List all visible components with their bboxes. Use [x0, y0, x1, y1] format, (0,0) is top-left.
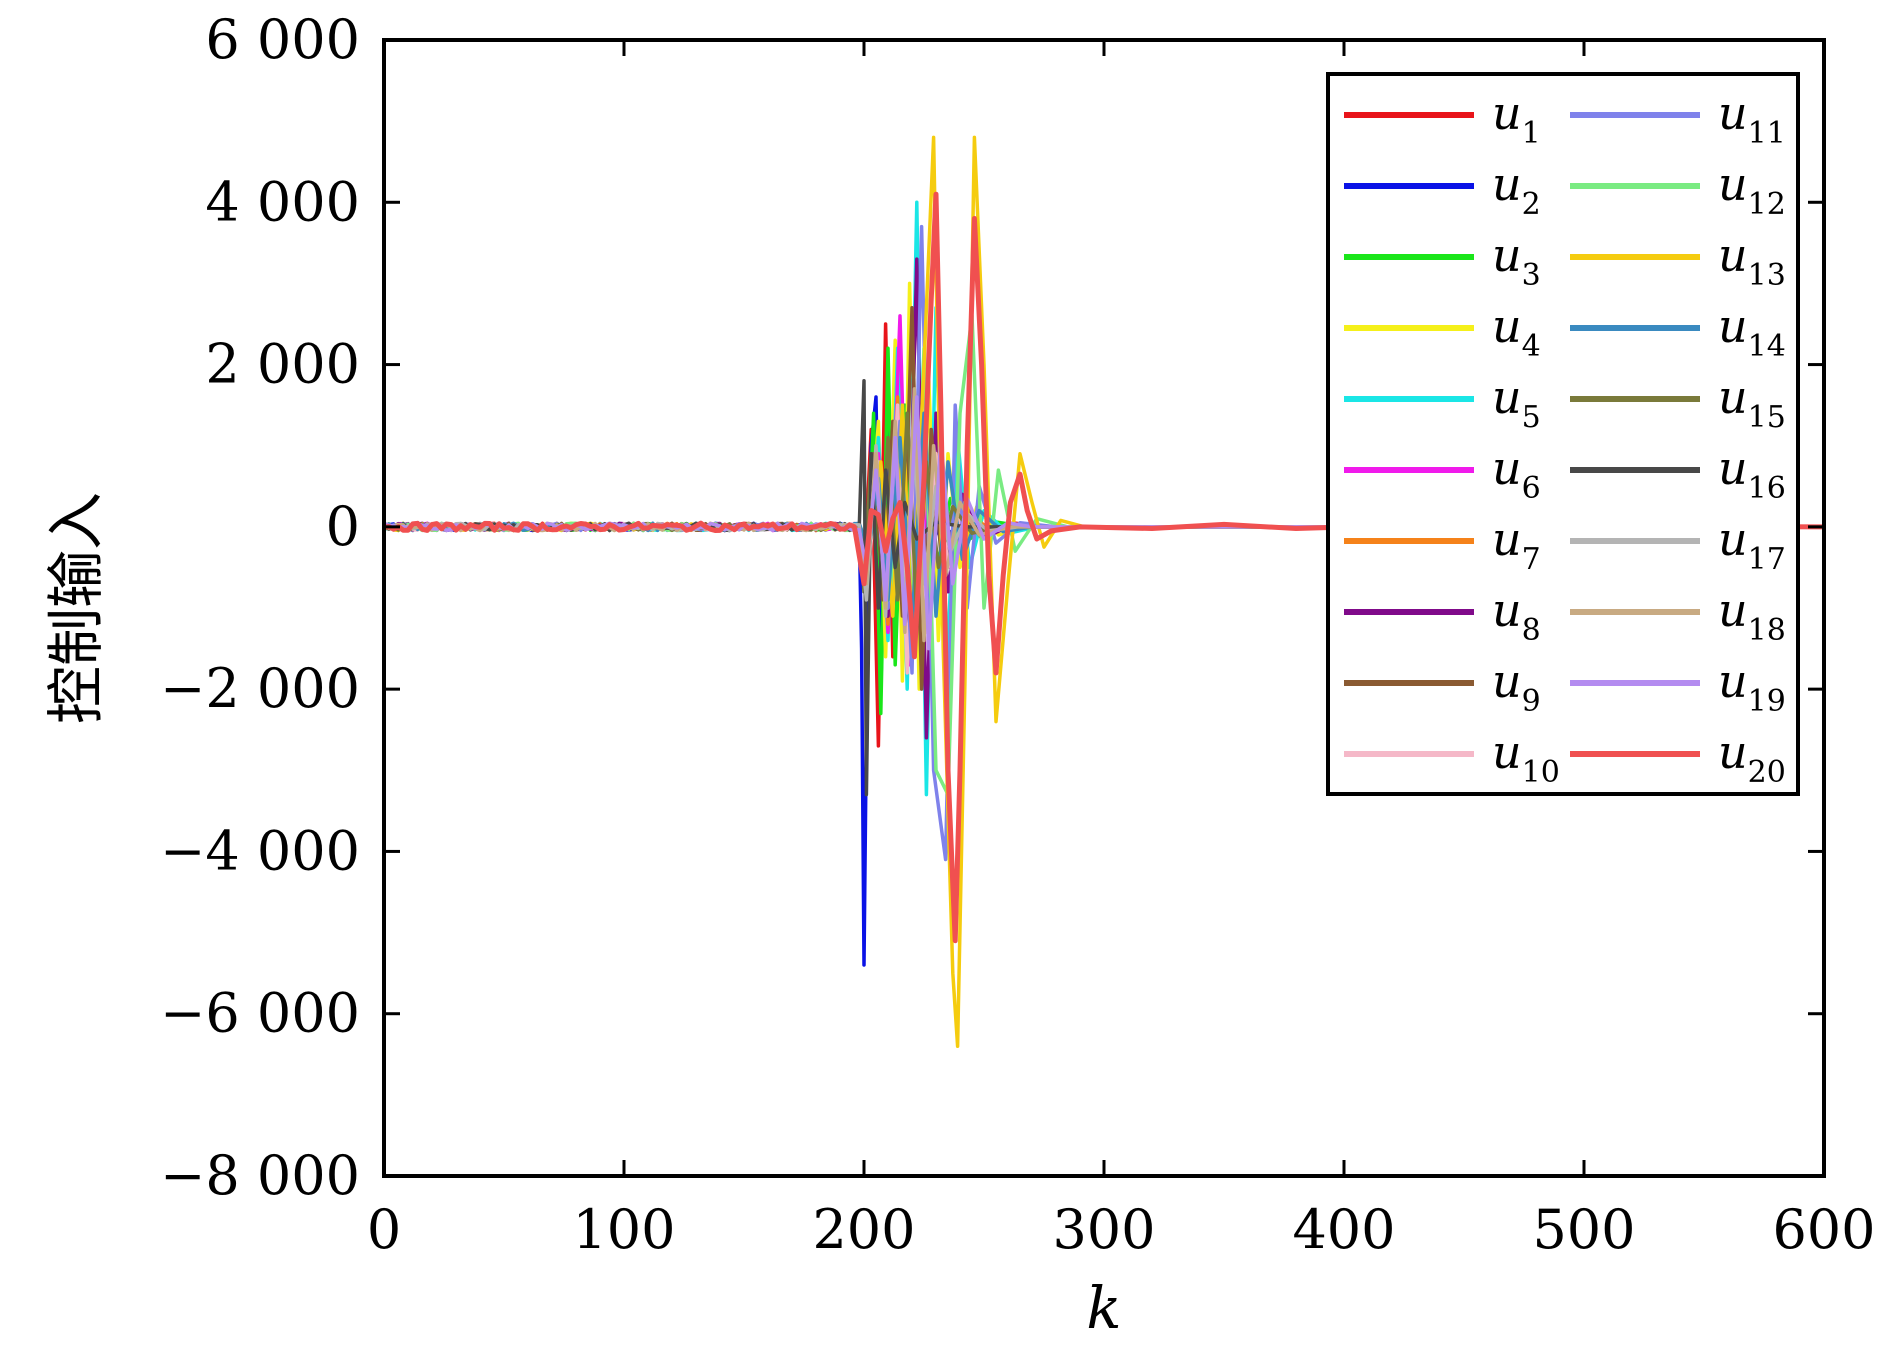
legend-label-u12: u12	[1718, 157, 1786, 222]
legend-box	[1326, 72, 1800, 796]
legend-label-u1: u1	[1492, 86, 1541, 151]
y-tick-label: −2 000	[160, 657, 360, 720]
legend-label-u10: u10	[1492, 725, 1560, 790]
x-tick-label: 500	[1532, 1198, 1635, 1261]
legend-label-u16: u16	[1718, 441, 1786, 506]
y-axis-title: 控制输入	[42, 492, 110, 724]
legend-label-u14: u14	[1718, 299, 1786, 364]
legend-label-u20: u20	[1718, 725, 1786, 790]
legend-label-u7: u7	[1492, 512, 1541, 577]
x-tick-label: 600	[1772, 1198, 1875, 1261]
legend-label-u5: u5	[1492, 370, 1541, 435]
legend-label-u13: u13	[1718, 228, 1786, 293]
x-tick-label: 100	[572, 1198, 675, 1261]
legend-label-u11: u11	[1718, 86, 1786, 151]
x-tick-label: 0	[367, 1198, 401, 1261]
y-tick-label: 0	[326, 495, 360, 558]
legend-label-u9: u9	[1492, 654, 1541, 719]
legend-label-u3: u3	[1492, 228, 1541, 293]
x-ticks: 0 100 200 300 400 500 600	[367, 40, 1876, 1261]
legend-label-u18: u18	[1718, 583, 1786, 648]
x-tick-label: 400	[1292, 1198, 1395, 1261]
y-tick-label: −4 000	[160, 819, 360, 882]
y-tick-label: 4 000	[205, 170, 360, 233]
y-tick-label: 2 000	[205, 333, 360, 396]
legend-label-u15: u15	[1718, 370, 1786, 435]
legend-label-u4: u4	[1492, 299, 1541, 364]
y-ticks: −8 000 −6 000 −4 000 −2 000 0 2 000 4 000 6 000	[160, 8, 1824, 1207]
legend-label-u17: u17	[1718, 512, 1786, 577]
x-tick-label: 200	[812, 1198, 915, 1261]
x-axis-title: k	[1086, 1274, 1121, 1342]
y-tick-label: −8 000	[160, 1144, 360, 1207]
series-line-u20	[383, 191, 1825, 944]
legend-label-u6: u6	[1492, 441, 1541, 506]
legend-label-u8: u8	[1492, 583, 1541, 648]
legend: u1u2u3u4u5u6u7u8u9u10u11u12u13u14u15u16u…	[1326, 72, 1800, 796]
legend-label-u2: u2	[1492, 157, 1541, 222]
legend-label-u19: u19	[1718, 654, 1786, 719]
x-tick-label: 300	[1052, 1198, 1155, 1261]
y-tick-label: −6 000	[160, 982, 360, 1045]
y-tick-label: 6 000	[205, 8, 360, 71]
plot-lines	[382, 135, 1825, 1048]
